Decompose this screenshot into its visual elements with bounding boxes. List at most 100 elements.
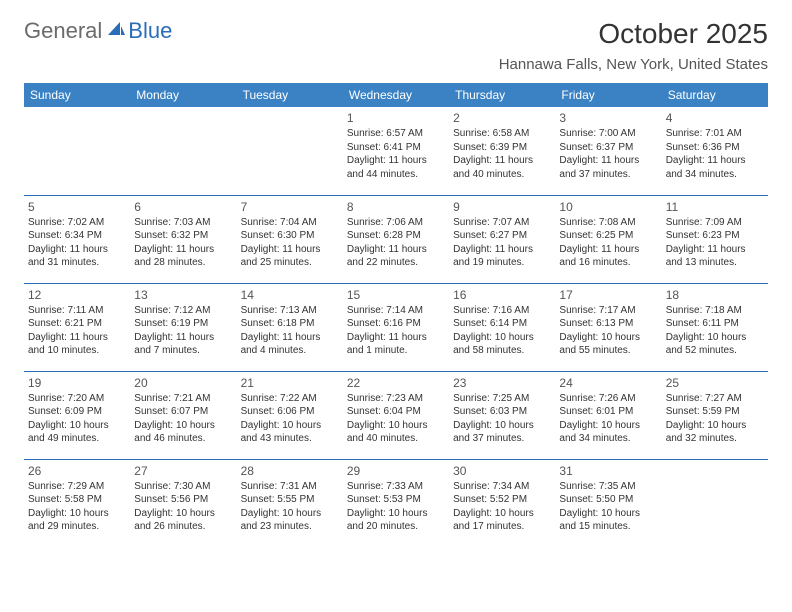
day-number: 27 [134, 464, 232, 478]
sunrise-line: Sunrise: 7:26 AM [559, 392, 657, 406]
day-cell: 1 Sunrise: 6:57 AMSunset: 6:41 PMDaylight… [343, 107, 449, 195]
daylight-line: Daylight: 11 hours and 44 minutes. [347, 154, 445, 181]
day-number: 18 [666, 288, 764, 302]
day-cell: 13Sunrise: 7:12 AMSunset: 6:19 PMDayligh… [130, 283, 236, 371]
day-number: 25 [666, 376, 764, 390]
day-info: Sunrise: 7:02 AMSunset: 6:34 PMDaylight:… [28, 216, 126, 270]
day-info: Sunrise: 7:11 AMSunset: 6:21 PMDaylight:… [28, 304, 126, 358]
sunset-line: Sunset: 6:36 PM [666, 141, 764, 155]
daylight-line: Daylight: 10 hours and 55 minutes. [559, 331, 657, 358]
sunset-line: Sunset: 6:09 PM [28, 405, 126, 419]
sunrise-line: Sunrise: 7:11 AM [28, 304, 126, 318]
day-cell: 4Sunrise: 7:01 AMSunset: 6:36 PMDaylight… [662, 107, 768, 195]
day-cell: 30Sunrise: 7:34 AMSunset: 5:52 PMDayligh… [449, 459, 555, 547]
sunrise-line: Sunrise: 7:03 AM [134, 216, 232, 230]
day-number: 10 [559, 200, 657, 214]
day-header: Thursday [449, 83, 555, 107]
sunset-line: Sunset: 5:50 PM [559, 493, 657, 507]
sail-icon [106, 20, 126, 43]
day-info: Sunrise: 7:18 AMSunset: 6:11 PMDaylight:… [666, 304, 764, 358]
day-info: Sunrise: 7:14 AMSunset: 6:16 PMDaylight:… [347, 304, 445, 358]
day-cell [130, 107, 236, 195]
sunset-line: Sunset: 6:25 PM [559, 229, 657, 243]
day-cell: 16Sunrise: 7:16 AMSunset: 6:14 PMDayligh… [449, 283, 555, 371]
sunrise-line: Sunrise: 6:57 AM [347, 127, 445, 141]
day-header: Saturday [662, 83, 768, 107]
daylight-line: Daylight: 10 hours and 40 minutes. [347, 419, 445, 446]
sunset-line: Sunset: 6:04 PM [347, 405, 445, 419]
daylight-line: Daylight: 11 hours and 40 minutes. [453, 154, 551, 181]
day-cell [24, 107, 130, 195]
day-number: 30 [453, 464, 551, 478]
daylight-line: Daylight: 10 hours and 17 minutes. [453, 507, 551, 534]
day-number: 9 [453, 200, 551, 214]
day-cell: 10Sunrise: 7:08 AMSunset: 6:25 PMDayligh… [555, 195, 661, 283]
daylight-line: Daylight: 11 hours and 22 minutes. [347, 243, 445, 270]
day-number: 5 [28, 200, 126, 214]
day-cell: 12Sunrise: 7:11 AMSunset: 6:21 PMDayligh… [24, 283, 130, 371]
day-info: Sunrise: 7:20 AMSunset: 6:09 PMDaylight:… [28, 392, 126, 446]
day-cell: 15Sunrise: 7:14 AMSunset: 6:16 PMDayligh… [343, 283, 449, 371]
week-row: 1 Sunrise: 6:57 AMSunset: 6:41 PMDaylight… [24, 107, 768, 195]
sunset-line: Sunset: 6:01 PM [559, 405, 657, 419]
daylight-line: Daylight: 10 hours and 46 minutes. [134, 419, 232, 446]
day-number: 14 [241, 288, 339, 302]
week-row: 12Sunrise: 7:11 AMSunset: 6:21 PMDayligh… [24, 283, 768, 371]
week-row: 26Sunrise: 7:29 AMSunset: 5:58 PMDayligh… [24, 459, 768, 547]
day-info: Sunrise: 7:22 AMSunset: 6:06 PMDaylight:… [241, 392, 339, 446]
day-info: Sunrise: 7:01 AMSunset: 6:36 PMDaylight:… [666, 127, 764, 181]
daylight-line: Daylight: 10 hours and 52 minutes. [666, 331, 764, 358]
day-cell: 21 Sunrise: 7:22 AMSunset: 6:06 PMDayligh… [237, 371, 343, 459]
day-number: 19 [28, 376, 126, 390]
day-header: Tuesday [237, 83, 343, 107]
day-cell: 9Sunrise: 7:07 AMSunset: 6:27 PMDaylight… [449, 195, 555, 283]
sunrise-line: Sunrise: 7:23 AM [347, 392, 445, 406]
day-cell: 20Sunrise: 7:21 AMSunset: 6:07 PMDayligh… [130, 371, 236, 459]
day-info: Sunrise: 6:57 AMSunset: 6:41 PMDaylight:… [347, 127, 445, 181]
day-number: 8 [347, 200, 445, 214]
sunrise-line: Sunrise: 7:25 AM [453, 392, 551, 406]
day-number: 28 [241, 464, 339, 478]
day-cell: 19 Sunrise: 7:20 AMSunset: 6:09 PMDayligh… [24, 371, 130, 459]
day-number: 21 [241, 376, 339, 390]
day-cell: 22Sunrise: 7:23 AMSunset: 6:04 PMDayligh… [343, 371, 449, 459]
daylight-line: Daylight: 10 hours and 15 minutes. [559, 507, 657, 534]
sunrise-line: Sunrise: 7:27 AM [666, 392, 764, 406]
sunrise-line: Sunrise: 7:14 AM [347, 304, 445, 318]
day-info: Sunrise: 7:35 AMSunset: 5:50 PMDaylight:… [559, 480, 657, 534]
day-number: 1 [347, 111, 445, 125]
day-info: Sunrise: 7:04 AMSunset: 6:30 PMDaylight:… [241, 216, 339, 270]
sunset-line: Sunset: 6:18 PM [241, 317, 339, 331]
month-title: October 2025 [499, 18, 768, 50]
sunset-line: Sunset: 5:56 PM [134, 493, 232, 507]
sunset-line: Sunset: 6:37 PM [559, 141, 657, 155]
sunset-line: Sunset: 5:53 PM [347, 493, 445, 507]
daylight-line: Daylight: 10 hours and 43 minutes. [241, 419, 339, 446]
sunset-line: Sunset: 5:52 PM [453, 493, 551, 507]
sunrise-line: Sunrise: 7:21 AM [134, 392, 232, 406]
day-info: Sunrise: 7:16 AMSunset: 6:14 PMDaylight:… [453, 304, 551, 358]
day-header: Wednesday [343, 83, 449, 107]
day-cell [662, 459, 768, 547]
day-number: 26 [28, 464, 126, 478]
daylight-line: Daylight: 11 hours and 16 minutes. [559, 243, 657, 270]
sunrise-line: Sunrise: 7:09 AM [666, 216, 764, 230]
day-cell: 14Sunrise: 7:13 AMSunset: 6:18 PMDayligh… [237, 283, 343, 371]
day-number: 13 [134, 288, 232, 302]
day-cell: 8 Sunrise: 7:06 AMSunset: 6:28 PMDaylight… [343, 195, 449, 283]
day-number: 3 [559, 111, 657, 125]
day-number: 7 [241, 200, 339, 214]
day-header: Friday [555, 83, 661, 107]
sunrise-line: Sunrise: 7:18 AM [666, 304, 764, 318]
day-cell: 6Sunrise: 7:03 AMSunset: 6:32 PMDaylight… [130, 195, 236, 283]
sunset-line: Sunset: 6:06 PM [241, 405, 339, 419]
day-number: 6 [134, 200, 232, 214]
day-number: 31 [559, 464, 657, 478]
sunrise-line: Sunrise: 7:07 AM [453, 216, 551, 230]
day-info: Sunrise: 7:06 AMSunset: 6:28 PMDaylight:… [347, 216, 445, 270]
sunrise-line: Sunrise: 7:20 AM [28, 392, 126, 406]
sunrise-line: Sunrise: 7:22 AM [241, 392, 339, 406]
day-cell: 27Sunrise: 7:30 AMSunset: 5:56 PMDayligh… [130, 459, 236, 547]
sunset-line: Sunset: 6:21 PM [28, 317, 126, 331]
sunrise-line: Sunrise: 7:31 AM [241, 480, 339, 494]
